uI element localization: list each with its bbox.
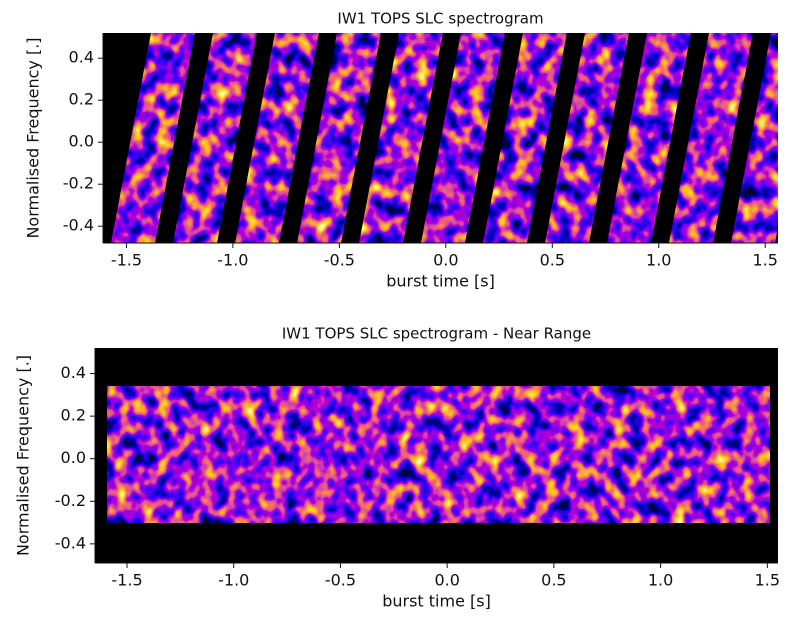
x-tick-label: 1.5 xyxy=(752,251,777,270)
x-tick-label: 0.0 xyxy=(433,251,458,270)
x-tick-label: -1.5 xyxy=(111,571,142,590)
y-tick-label: 0.0 xyxy=(61,448,86,467)
x-tick-label: -0.5 xyxy=(325,571,356,590)
x-axis-label: burst time [s] xyxy=(386,272,495,291)
x-tick-label: 1.0 xyxy=(646,251,671,270)
x-tick-label: 0.0 xyxy=(434,571,459,590)
x-tick-label: -1.5 xyxy=(111,251,142,270)
x-tick-label: -0.5 xyxy=(324,251,355,270)
y-tick-label: -0.4 xyxy=(55,533,86,552)
y-tick-label: -0.2 xyxy=(63,174,94,193)
y-tick-label: 0.4 xyxy=(61,363,86,382)
y-axis-label: Normalised Frequency [.] xyxy=(14,355,33,556)
y-tick-label: 0.0 xyxy=(69,132,94,151)
x-tick-label: -1.0 xyxy=(217,251,248,270)
y-tick-label: 0.2 xyxy=(69,90,94,109)
spectrogram xyxy=(103,33,778,243)
chart-title: IW1 TOPS SLC spectrogram - Near Range xyxy=(282,325,591,343)
y-tick-label: 0.2 xyxy=(61,406,86,425)
y-tick-label: 0.4 xyxy=(69,48,94,67)
x-tick-label: 0.5 xyxy=(540,251,565,270)
texture xyxy=(103,33,778,243)
x-tick-label: 0.5 xyxy=(541,571,566,590)
x-tick-label: 1.0 xyxy=(648,571,673,590)
x-tick-label: 1.5 xyxy=(755,571,780,590)
x-tick-label: -1.0 xyxy=(218,571,249,590)
chart-title: IW1 TOPS SLC spectrogram xyxy=(337,10,543,28)
y-tick-label: -0.2 xyxy=(55,491,86,510)
x-axis-label: burst time [s] xyxy=(382,592,491,611)
spectrogram xyxy=(95,348,778,563)
y-tick-label: -0.4 xyxy=(63,216,94,235)
texture xyxy=(95,348,778,563)
y-axis-label: Normalised Frequency [.] xyxy=(24,37,43,238)
